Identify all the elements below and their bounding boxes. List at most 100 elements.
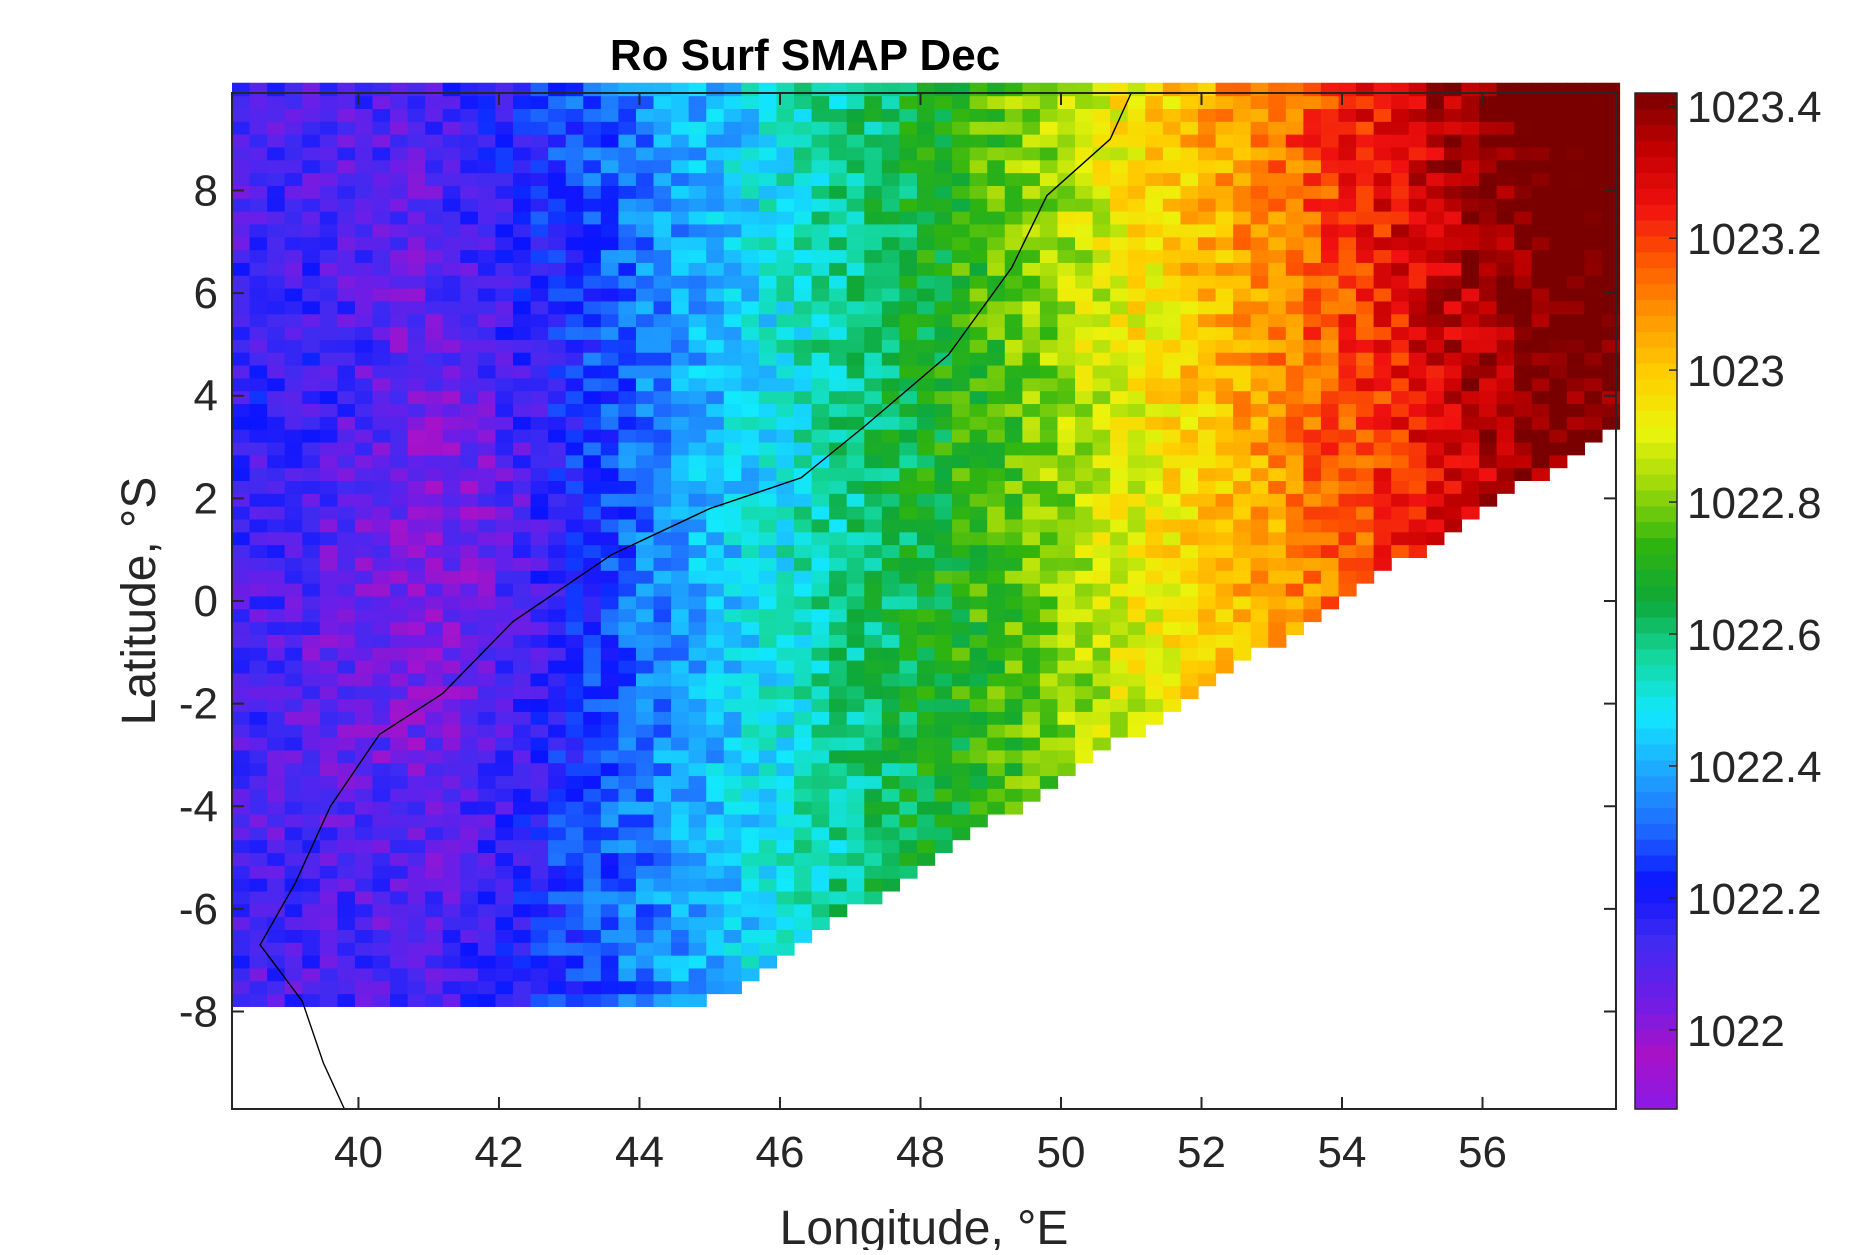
heatmap-cell xyxy=(1338,480,1357,494)
heatmap-cell xyxy=(530,903,549,918)
heatmap-cell xyxy=(635,134,655,148)
heatmap-cell xyxy=(1479,223,1498,238)
heatmap-cell xyxy=(249,493,268,507)
heatmap-cell xyxy=(565,236,584,251)
heatmap-cell xyxy=(811,236,830,251)
heatmap-cell xyxy=(794,134,813,148)
heatmap-cell xyxy=(864,223,883,238)
heatmap-cell xyxy=(425,429,444,443)
heatmap-cell xyxy=(1549,416,1568,430)
heatmap-cell xyxy=(741,441,760,456)
heatmap-cell xyxy=(1233,480,1252,494)
heatmap-cell xyxy=(899,403,918,417)
heatmap-cell xyxy=(460,826,479,841)
heatmap-cell xyxy=(583,685,602,700)
heatmap-cell xyxy=(1145,403,1164,417)
heatmap-cell xyxy=(442,249,461,263)
heatmap-cell xyxy=(723,801,742,815)
heatmap-cell xyxy=(1250,95,1269,109)
heatmap-cell xyxy=(460,493,479,507)
heatmap-cell xyxy=(1356,493,1375,507)
heatmap-cell xyxy=(1057,544,1076,558)
heatmap-cell xyxy=(565,980,584,995)
colorbar-band xyxy=(1635,966,1677,983)
heatmap-cell xyxy=(688,660,707,674)
heatmap-cell xyxy=(407,518,426,533)
heatmap-cell xyxy=(741,506,760,520)
heatmap-cell xyxy=(319,775,338,789)
heatmap-cell xyxy=(460,967,479,982)
heatmap-cell xyxy=(723,890,742,905)
heatmap-cell xyxy=(513,313,532,328)
heatmap-cell xyxy=(1461,108,1480,122)
heatmap-cell xyxy=(390,275,409,289)
colorbar-band xyxy=(1635,934,1677,951)
heatmap-cell xyxy=(1215,660,1234,674)
heatmap-cell xyxy=(1233,82,1252,97)
heatmap-cell xyxy=(776,262,795,276)
heatmap-cell xyxy=(671,441,690,456)
heatmap-cell xyxy=(758,903,778,918)
heatmap-cell xyxy=(495,531,514,546)
heatmap-cell xyxy=(1514,416,1533,430)
heatmap-cell xyxy=(1127,711,1146,725)
heatmap-cell xyxy=(354,211,374,225)
heatmap-cell xyxy=(1303,198,1322,212)
heatmap-cell xyxy=(1268,390,1287,405)
heatmap-cell xyxy=(723,980,742,995)
heatmap-cell xyxy=(354,711,374,725)
heatmap-cell xyxy=(600,903,619,918)
heatmap-cell xyxy=(1022,788,1041,802)
heatmap-cell xyxy=(460,95,479,109)
heatmap-cell xyxy=(600,313,619,328)
heatmap-cell xyxy=(442,672,461,687)
heatmap-cell xyxy=(829,762,848,777)
heatmap-cell xyxy=(846,390,865,405)
heatmap-cell xyxy=(1075,544,1094,558)
heatmap-cell xyxy=(934,570,953,584)
heatmap-cell xyxy=(829,724,848,738)
heatmap-cell xyxy=(1233,634,1252,648)
heatmap-cell xyxy=(1479,249,1498,263)
heatmap-cell xyxy=(829,172,848,186)
heatmap-cell xyxy=(600,685,619,700)
heatmap-cell xyxy=(1022,672,1041,687)
heatmap-cell xyxy=(653,557,672,571)
heatmap-cell xyxy=(1408,441,1427,456)
heatmap-cell xyxy=(969,390,988,405)
heatmap-cell xyxy=(1162,223,1182,238)
heatmap-cell xyxy=(864,878,883,892)
heatmap-cell xyxy=(987,223,1006,238)
heatmap-cell xyxy=(390,980,409,995)
heatmap-cell xyxy=(319,865,338,879)
heatmap-cell xyxy=(390,185,409,199)
heatmap-cell xyxy=(477,454,497,469)
heatmap-cell xyxy=(706,223,725,238)
heatmap-cell xyxy=(513,685,532,700)
heatmap-cell xyxy=(319,852,338,866)
heatmap-cell xyxy=(354,929,374,943)
heatmap-cell xyxy=(495,339,514,353)
heatmap-cell xyxy=(1601,390,1621,405)
heatmap-cell xyxy=(425,518,444,533)
heatmap-cell xyxy=(284,377,303,392)
heatmap-cell xyxy=(477,82,497,97)
heatmap-cell xyxy=(881,364,901,379)
heatmap-cell xyxy=(688,82,707,97)
heatmap-cell xyxy=(1092,441,1111,456)
heatmap-cell xyxy=(267,403,286,417)
heatmap-cell xyxy=(688,672,707,687)
heatmap-cell xyxy=(583,326,602,340)
heatmap-cell xyxy=(530,185,549,199)
heatmap-cell xyxy=(635,852,655,866)
heatmap-cell xyxy=(1268,95,1287,109)
heatmap-cell xyxy=(794,441,813,456)
heatmap-cell xyxy=(1496,172,1515,186)
heatmap-cell xyxy=(600,467,619,482)
heatmap-cell xyxy=(477,826,497,841)
heatmap-cell xyxy=(653,198,672,212)
heatmap-cell xyxy=(1320,403,1340,417)
heatmap-cell xyxy=(952,467,971,482)
heatmap-cell xyxy=(1514,134,1533,148)
